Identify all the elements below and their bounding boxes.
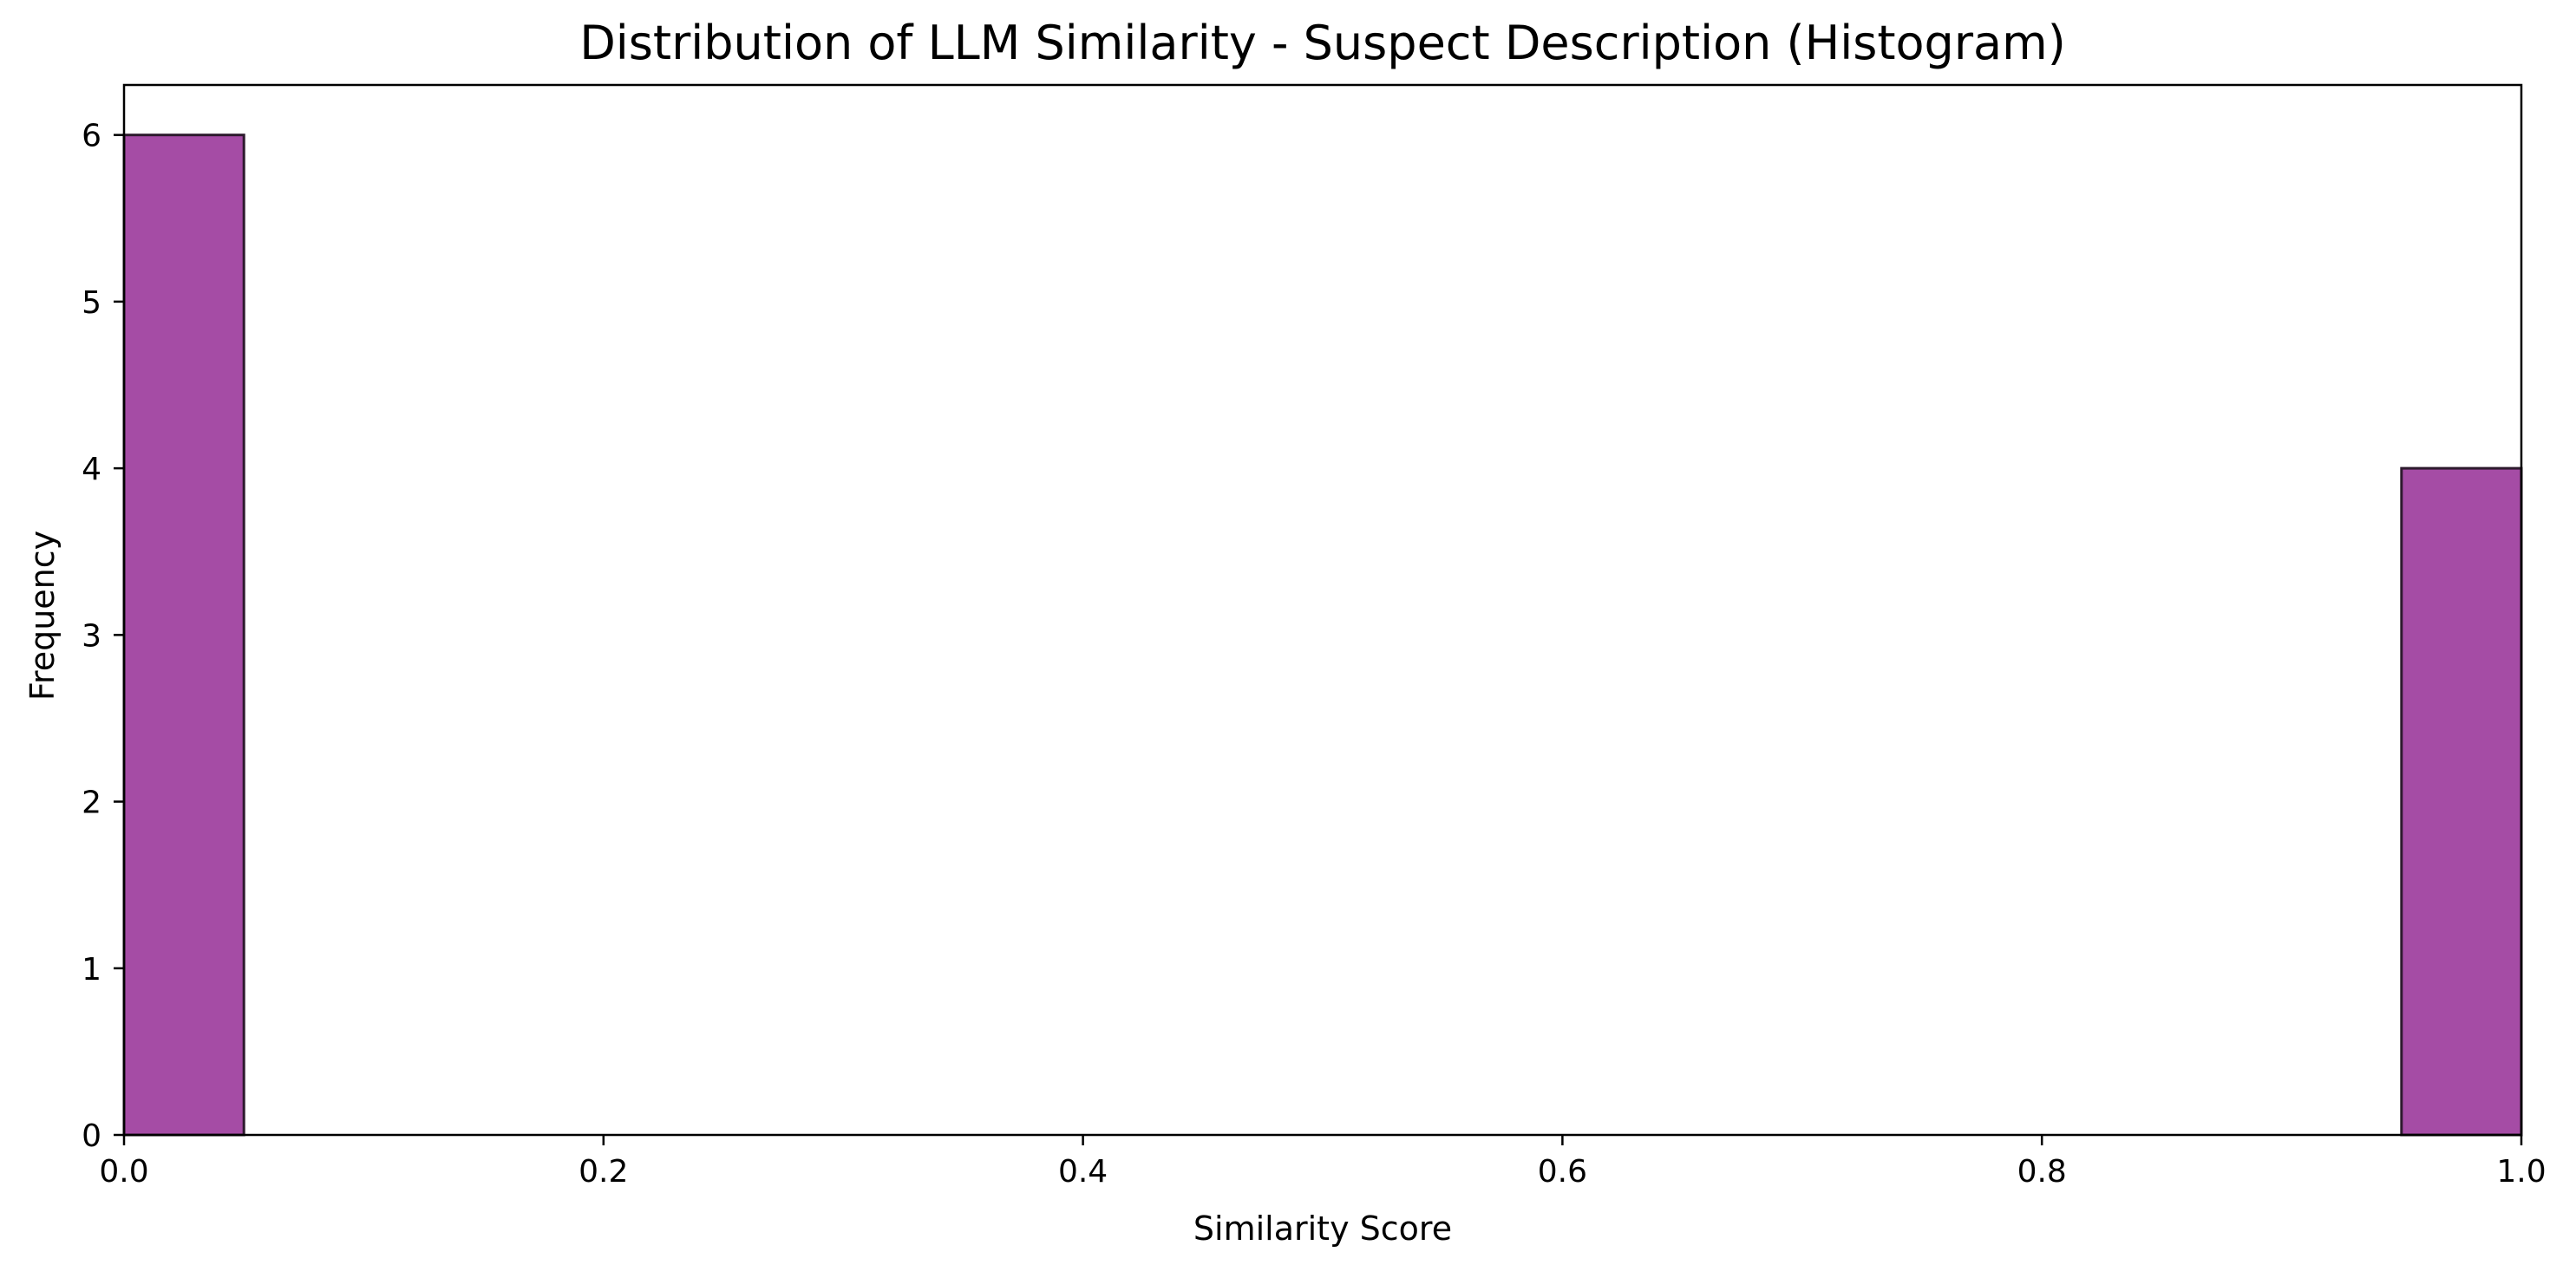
- x-tick-label: 1.0: [2496, 1154, 2546, 1190]
- histogram-bar: [122, 134, 245, 1137]
- x-tick-label: 0.0: [99, 1154, 148, 1190]
- y-tick-label: 5: [82, 285, 101, 321]
- y-tick-label: 6: [82, 119, 101, 154]
- y-tick-label: 1: [82, 952, 101, 988]
- x-axis-label: Similarity Score: [1193, 1210, 1452, 1248]
- y-tick-label: 2: [82, 786, 101, 821]
- y-axis-label: Frequency: [23, 531, 62, 701]
- histogram-bar: [2400, 466, 2523, 1137]
- x-tick-label: 0.2: [579, 1154, 628, 1190]
- x-tick-label: 0.4: [1058, 1154, 1108, 1190]
- chart-title: Distribution of LLM Similarity - Suspect…: [579, 16, 2066, 70]
- x-tick-label: 0.8: [2017, 1154, 2067, 1190]
- plot-frame: [122, 83, 2523, 1137]
- y-tick-label: 4: [82, 452, 101, 487]
- x-tick-label: 0.6: [1538, 1154, 1587, 1190]
- y-tick-label: 0: [82, 1118, 101, 1154]
- plot-area: 0.0 0.2 0.4 0.6 0.8 1.0 0 1 2 3 4 5 6: [82, 83, 2547, 1190]
- y-tick-label: 3: [82, 618, 101, 654]
